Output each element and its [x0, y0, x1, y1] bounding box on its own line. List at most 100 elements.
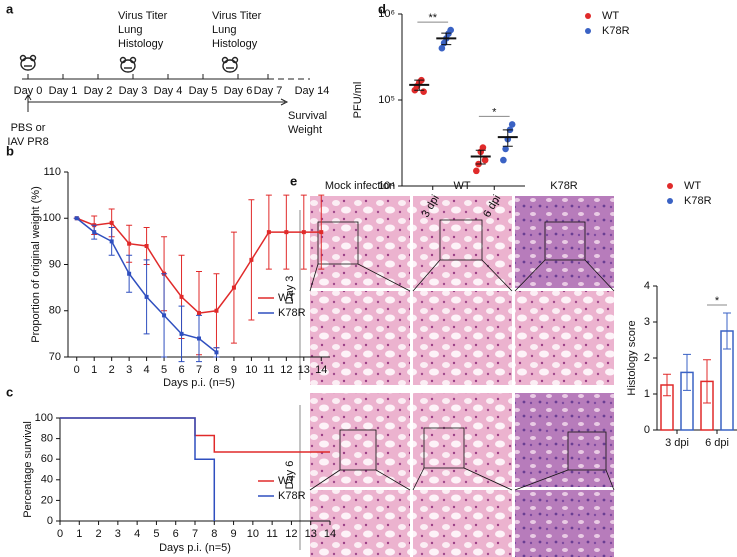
- error-bar: [475, 149, 486, 165]
- legend-swatch: [667, 183, 673, 189]
- zoom-boxes: [309, 219, 615, 491]
- x-tick-label: 3 dpi: [665, 437, 689, 449]
- x-tick-label: 13: [298, 364, 310, 376]
- row-header: Day 3: [284, 276, 296, 305]
- day-label: Day 3: [119, 85, 148, 97]
- y-tick-label: 10⁵: [378, 94, 395, 106]
- y-tick-label: 3: [644, 316, 650, 328]
- x-tick-label: 7: [192, 528, 198, 540]
- y-tick-label: 20: [41, 494, 53, 506]
- micrograph: [413, 393, 512, 487]
- error-bar: [703, 359, 711, 404]
- column-header: K78R: [550, 180, 578, 192]
- panel-label: a: [6, 1, 14, 16]
- significance-label: *: [492, 106, 497, 118]
- treatment: IAV PR8: [7, 136, 48, 148]
- legend-swatch: [585, 13, 591, 19]
- legend-label: K78R: [278, 490, 306, 502]
- legend-label: WT: [278, 292, 295, 304]
- y-tick-label: 4: [644, 280, 650, 292]
- x-tick-label: 14: [315, 364, 327, 376]
- x-tick-label: 2: [109, 364, 115, 376]
- event-label: Virus Titer: [212, 10, 262, 22]
- x-tick-label: 0: [74, 364, 80, 376]
- x-tick-label: 2: [96, 528, 102, 540]
- legend-label: WT: [684, 180, 701, 192]
- row-header: Day 6: [284, 461, 296, 490]
- y-axis-label: Histology score: [626, 320, 638, 395]
- outcome: Weight: [288, 124, 322, 136]
- x-tick-label: 1: [91, 364, 97, 376]
- legend-label: K78R: [278, 307, 306, 319]
- significance-label: *: [715, 295, 720, 307]
- data-point: [447, 26, 454, 34]
- panel-label: d: [378, 1, 386, 16]
- x-tick-label: 7: [196, 364, 202, 376]
- y-tick-label: 80: [49, 305, 61, 317]
- legend-label: K78R: [684, 195, 712, 207]
- y-tick-label: 40: [41, 474, 53, 486]
- x-tick-label: 1: [76, 528, 82, 540]
- series-line: [76, 217, 217, 353]
- y-axis-label: PFU/ml: [352, 82, 364, 119]
- x-tick-label: 8: [211, 528, 217, 540]
- error-bar: [683, 353, 691, 391]
- x-tick-label: 4: [144, 364, 150, 376]
- y-tick-label: 10⁶: [378, 8, 395, 20]
- y-tick-label: 90: [49, 258, 61, 270]
- day-label: Day 6: [224, 85, 253, 97]
- treatment: PBS or: [11, 122, 46, 134]
- survival-curve: [60, 417, 216, 521]
- x-tick-label: 4: [134, 528, 140, 540]
- micrograph: [310, 196, 410, 288]
- data-point: [420, 88, 427, 95]
- micrograph: [515, 393, 614, 487]
- y-tick-label: 2: [644, 352, 650, 364]
- data-point: [500, 156, 507, 164]
- x-axis-label: Days p.i. (n=5): [159, 542, 231, 554]
- x-tick-label: 0: [57, 528, 63, 540]
- y-axis-label: Proportion of original weight (%): [30, 186, 42, 343]
- x-tick-label: 11: [266, 528, 277, 540]
- legend-swatch: [667, 198, 673, 204]
- y-tick-label: 110: [43, 166, 61, 178]
- y-tick-label: 1: [644, 388, 650, 400]
- y-tick-label: 100: [43, 212, 61, 224]
- event-label: Lung: [118, 24, 142, 36]
- mouse-icons: [19, 54, 239, 73]
- y-tick-label: 100: [35, 412, 53, 424]
- x-axis-label: Days p.i. (n=5): [163, 377, 235, 389]
- data-point: [438, 44, 446, 52]
- day-label: Day 7: [254, 85, 283, 97]
- x-tick-label: 3: [115, 528, 121, 540]
- micrograph: [310, 291, 410, 385]
- x-tick-label: 12: [285, 528, 297, 540]
- significance-label: **: [428, 12, 437, 24]
- legend-label: WT: [602, 10, 619, 22]
- micrograph: [413, 291, 512, 385]
- day-label: Day 1: [49, 85, 78, 97]
- micrograph: [515, 196, 614, 288]
- day-label: Day 4: [154, 85, 183, 97]
- micrograph: [515, 291, 614, 385]
- outcome: Survival: [288, 110, 327, 122]
- x-tick-label: 11: [263, 364, 274, 376]
- panel-label: c: [6, 384, 13, 399]
- legend-label: WT: [278, 475, 295, 487]
- micrograph: [310, 490, 410, 557]
- data-point: [481, 156, 489, 164]
- day-label: Day 14: [295, 85, 330, 97]
- error-bar: [663, 373, 671, 397]
- x-tick-label: 8: [213, 364, 219, 376]
- event-label: Virus Titer: [118, 10, 168, 22]
- x-tick-label: 5: [153, 528, 159, 540]
- x-tick-label: 12: [280, 364, 292, 376]
- error-bar: [414, 79, 425, 91]
- x-tick-label: 9: [231, 528, 237, 540]
- day-label: Day 5: [189, 85, 218, 97]
- x-tick-label: 3: [126, 364, 132, 376]
- legend-swatch: [585, 28, 591, 34]
- micrograph: [413, 196, 512, 288]
- x-tick-label: 6 dpi: [705, 437, 729, 449]
